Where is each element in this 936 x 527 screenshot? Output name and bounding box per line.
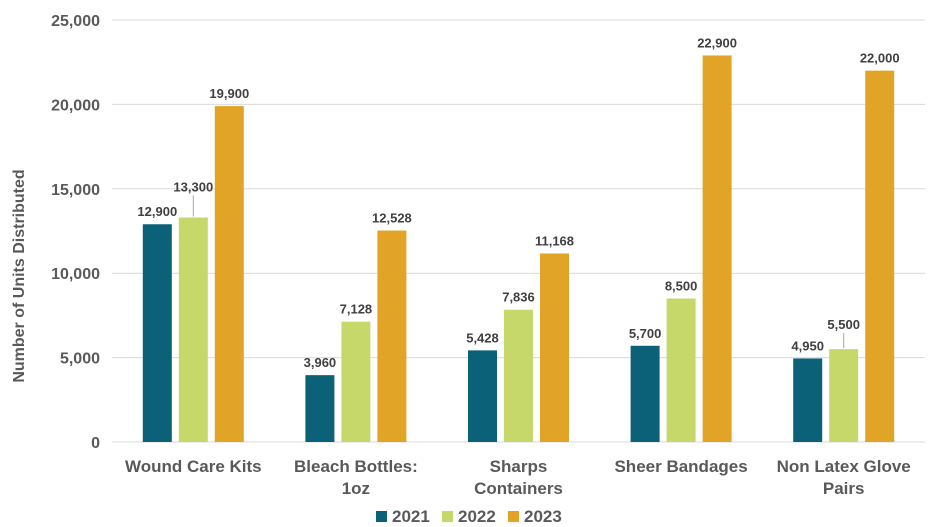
y-tick-label: 20,000 <box>51 97 100 114</box>
category-label: Bleach Bottles: <box>294 457 418 476</box>
data-label: 12,528 <box>372 211 412 226</box>
legend-label: 2021 <box>392 507 430 526</box>
y-tick-label: 10,000 <box>51 266 100 283</box>
bar-2022 <box>666 298 696 442</box>
category-label: 1oz <box>342 479 370 498</box>
bars <box>142 55 895 442</box>
data-label: 22,900 <box>697 35 737 50</box>
bar-2022 <box>341 321 371 442</box>
data-label: 5,700 <box>629 326 662 341</box>
bar-2023 <box>540 253 569 442</box>
bar-2022 <box>504 309 533 442</box>
bar-2022 <box>178 217 208 442</box>
data-label: 8,500 <box>665 279 698 294</box>
data-label: 5,428 <box>466 330 499 345</box>
legend: 2021 2022 2023 <box>376 507 562 526</box>
bar-2023 <box>377 230 407 442</box>
bar-2023 <box>702 55 732 442</box>
bar-2021 <box>630 345 660 442</box>
category-label: Containers <box>474 479 563 498</box>
bar-2022 <box>829 349 859 442</box>
x-axis-categories: Wound Care Kits Bleach Bottles: 1oz Sharps C… <box>125 457 911 498</box>
bar-2021 <box>793 358 823 442</box>
y-tick-label: 25,000 <box>51 13 100 30</box>
legend-swatch-2022 <box>442 511 453 522</box>
legend-label: 2023 <box>524 507 562 526</box>
data-label: 3,960 <box>304 355 337 370</box>
y-axis-ticks: 0 5,000 10,000 15,000 20,000 25,000 <box>51 13 100 452</box>
y-tick-label: 5,000 <box>60 351 100 368</box>
bar-2021 <box>305 375 335 442</box>
y-tick-label: 0 <box>91 435 100 452</box>
category-label: Pairs <box>823 479 865 498</box>
legend-label: 2022 <box>458 507 496 526</box>
y-tick-label: 15,000 <box>51 182 100 199</box>
legend-swatch-2021 <box>376 511 387 522</box>
data-label: 12,900 <box>137 204 177 219</box>
data-label: 5,500 <box>827 317 860 332</box>
bar-2021 <box>468 350 497 442</box>
category-label: Wound Care Kits <box>125 457 262 476</box>
bar-2021 <box>142 224 172 442</box>
data-label: 7,836 <box>502 290 535 305</box>
data-label: 13,300 <box>173 179 213 194</box>
bar-2023 <box>214 106 244 442</box>
data-label: 22,000 <box>860 51 900 66</box>
data-label: 7,128 <box>340 302 373 317</box>
data-label: 4,950 <box>791 338 824 353</box>
category-label: Non Latex Glove <box>777 457 911 476</box>
data-label: 11,168 <box>535 233 574 248</box>
category-label: Sheer Bandages <box>614 457 747 476</box>
data-labels: 12,900 13,300 19,900 3,960 7,128 12,528 5,428 7… <box>137 35 899 370</box>
data-label: 19,900 <box>209 86 249 101</box>
gridlines <box>112 19 925 443</box>
category-label: Sharps <box>490 457 548 476</box>
bar-2023 <box>865 70 895 442</box>
y-axis-label: Number of Units Distributed <box>11 169 28 382</box>
legend-swatch-2023 <box>508 511 519 522</box>
